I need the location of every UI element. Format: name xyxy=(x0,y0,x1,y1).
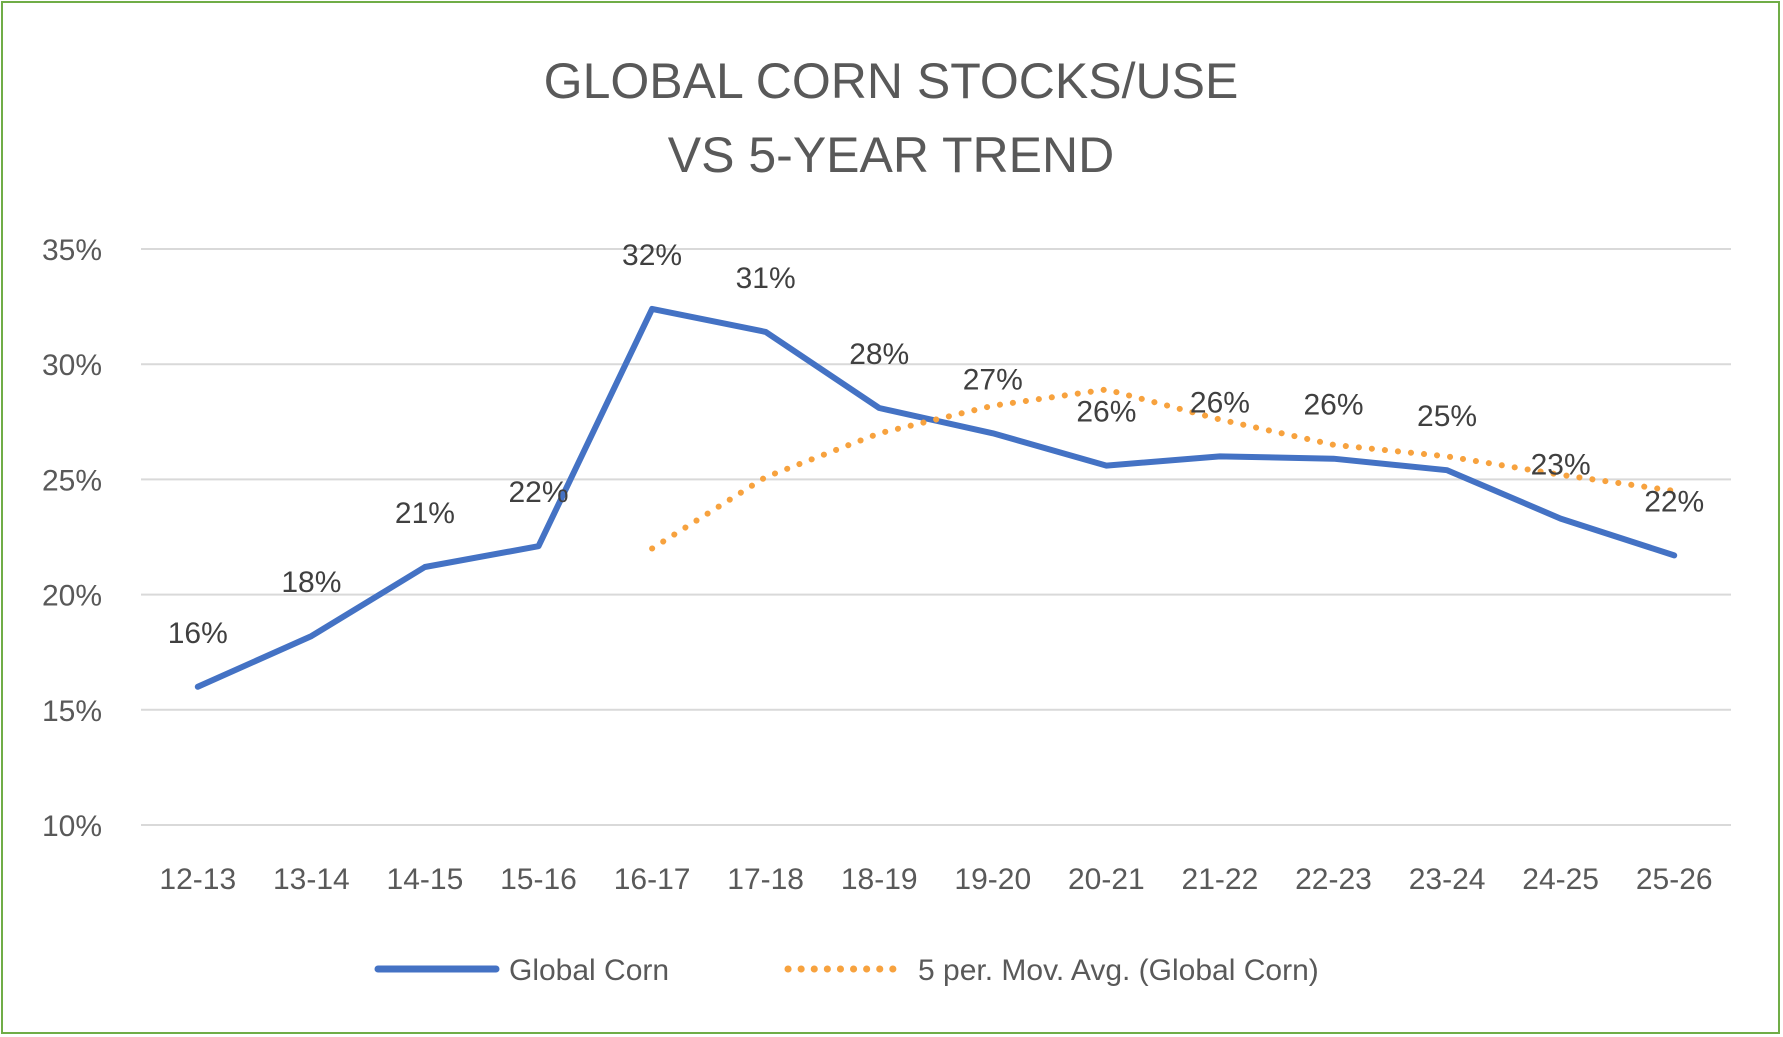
data-label: 27% xyxy=(963,363,1023,396)
x-tick-label: 15-16 xyxy=(500,863,577,896)
x-tick-label: 19-20 xyxy=(954,863,1031,896)
data-label: 23% xyxy=(1531,449,1591,482)
data-label: 28% xyxy=(849,338,909,371)
series-line-moving-average xyxy=(649,386,1678,552)
y-tick-label: 15% xyxy=(42,695,102,728)
data-label: 26% xyxy=(1303,389,1363,422)
x-tick-label: 25-26 xyxy=(1636,863,1713,896)
y-tick-label: 30% xyxy=(42,349,102,382)
chart-title-line-1: GLOBAL CORN STOCKS/USE xyxy=(544,53,1239,109)
legend-label-global-corn: Global Corn xyxy=(509,954,669,987)
data-label: 16% xyxy=(168,617,228,650)
chart-title-line-2: VS 5-YEAR TREND xyxy=(668,127,1114,183)
data-label: 18% xyxy=(281,566,341,599)
data-label: 22% xyxy=(508,476,568,509)
data-label: 26% xyxy=(1190,386,1250,419)
y-tick-label: 20% xyxy=(42,580,102,613)
x-tick-label: 21-22 xyxy=(1182,863,1259,896)
y-tick-label: 10% xyxy=(42,810,102,843)
data-label: 22% xyxy=(1644,485,1704,518)
x-tick-label: 22-23 xyxy=(1295,863,1372,896)
x-tick-label: 13-14 xyxy=(273,863,350,896)
data-label: 31% xyxy=(736,262,796,295)
data-label: 25% xyxy=(1417,400,1477,433)
y-tick-label: 25% xyxy=(42,464,102,497)
x-tick-label: 14-15 xyxy=(387,863,464,896)
x-tick-label: 12-13 xyxy=(159,863,236,896)
data-label: 32% xyxy=(622,239,682,272)
x-tick-label: 20-21 xyxy=(1068,863,1145,896)
x-tick-label: 23-24 xyxy=(1409,863,1486,896)
x-tick-label: 16-17 xyxy=(614,863,691,896)
data-label: 21% xyxy=(395,497,455,530)
x-tick-label: 24-25 xyxy=(1522,863,1599,896)
y-tick-label: 35% xyxy=(42,234,102,267)
x-tick-label: 18-19 xyxy=(841,863,918,896)
data-label: 26% xyxy=(1076,396,1136,429)
legend-label-moving-average: 5 per. Mov. Avg. (Global Corn) xyxy=(918,954,1319,987)
x-tick-label: 17-18 xyxy=(727,863,804,896)
